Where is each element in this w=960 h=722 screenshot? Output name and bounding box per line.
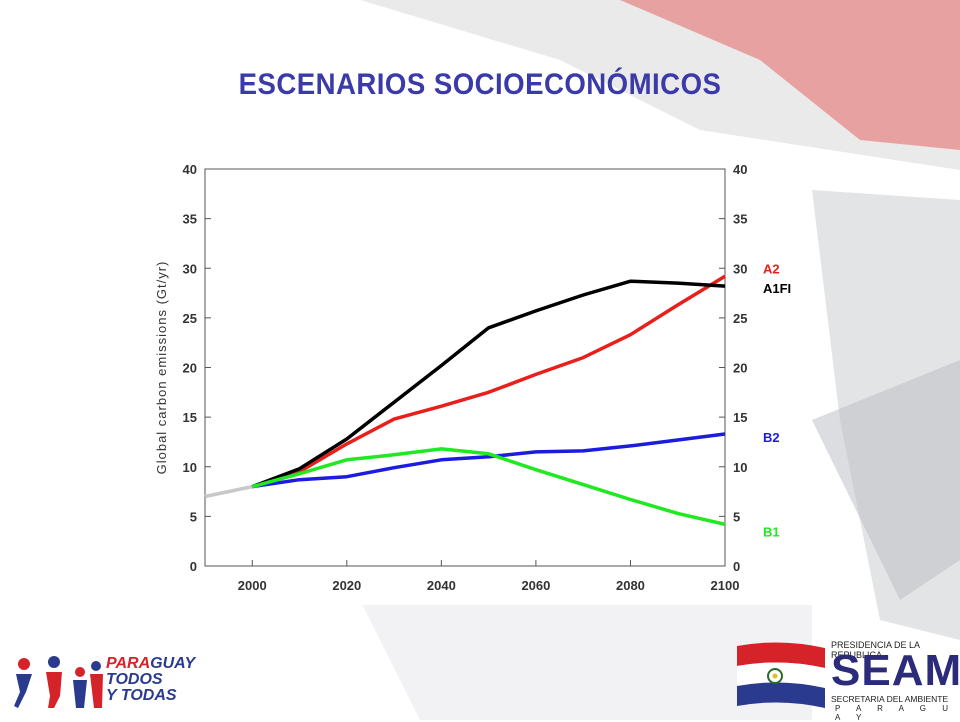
series-line-historical: [204, 484, 253, 499]
seam-subtitle: SECRETARIA DEL AMBIENTE: [831, 694, 949, 704]
series-line-b2: [252, 432, 726, 489]
paraguay-todos-text: PARAGUAY TODOS Y TODAS: [106, 656, 195, 704]
series-line-a1fi: [251, 279, 726, 489]
series-line-a2: [251, 274, 726, 489]
y-tick-label-right: 25: [733, 311, 747, 326]
y-tick-label-left: 10: [183, 460, 197, 475]
y-tick-label-right: 40: [733, 162, 747, 177]
y-tick-label-left: 35: [183, 212, 197, 227]
series-label-b2: B2: [763, 430, 780, 445]
x-tick-label: 2080: [616, 578, 645, 593]
seam-logo: PRESIDENCIA DE LA REPUBLICA SEAM SECRETA…: [735, 640, 960, 722]
plot-frame: [204, 168, 726, 567]
series-label-a1fi: A1FI: [763, 281, 791, 296]
y-tick-label-left: 40: [183, 162, 197, 177]
x-tick-label: 2100: [711, 578, 740, 593]
logo-para: PARA: [106, 655, 151, 672]
y-tick-label-right: 0: [733, 559, 740, 574]
seam-name: SEAM: [831, 646, 960, 695]
y-tick-label-left: 5: [190, 509, 197, 524]
logo-todos: TODOS: [106, 671, 163, 688]
y-tick-label-right: 35: [733, 212, 747, 227]
y-tick-label-left: 20: [183, 361, 197, 376]
y-tick-label-right: 5: [733, 509, 740, 524]
page-title: ESCENARIOS SOCIOECONÓMICOS: [238, 68, 722, 101]
y-tick-label-right: 30: [733, 261, 747, 276]
y-tick-label-left: 15: [183, 410, 197, 425]
seam-presidencia: PRESIDENCIA DE LA REPUBLICA: [831, 640, 920, 660]
y-tick-label-right: 15: [733, 410, 747, 425]
x-tick-label: 2060: [521, 578, 550, 593]
series-label-a2: A2: [763, 261, 780, 276]
logo-guay: GUAY: [150, 655, 196, 672]
y-tick-label-left: 30: [183, 261, 197, 276]
x-tick-label: 2000: [238, 578, 267, 593]
series-label-b1: B1: [763, 524, 780, 539]
x-tick-label: 2040: [427, 578, 456, 593]
y-tick-label-left: 25: [183, 311, 197, 326]
y-tick-label-left: 0: [190, 559, 197, 574]
x-tick-label: 2020: [332, 578, 361, 593]
series-line-b1: [251, 447, 726, 527]
logo-y-todas: Y TODAS: [106, 687, 177, 704]
y-axis-label: Global carbon emissions (Gt/yr): [154, 261, 169, 475]
y-tick-label-right: 10: [733, 460, 747, 475]
chart-panel: 0 0 5 5 10 10 15 15 20 20 25 25 30 30 35 35 40 40 2000 2020…: [132, 155, 812, 605]
people-figures-icon: [14, 656, 103, 708]
paraguay-flag-icon: [737, 642, 825, 708]
y-tick-label-right: 20: [733, 361, 747, 376]
seam-country: P A R A G U A Y: [835, 704, 955, 722]
paraguay-todos-logo: PARAGUAY TODOS Y TODAS: [10, 652, 210, 712]
